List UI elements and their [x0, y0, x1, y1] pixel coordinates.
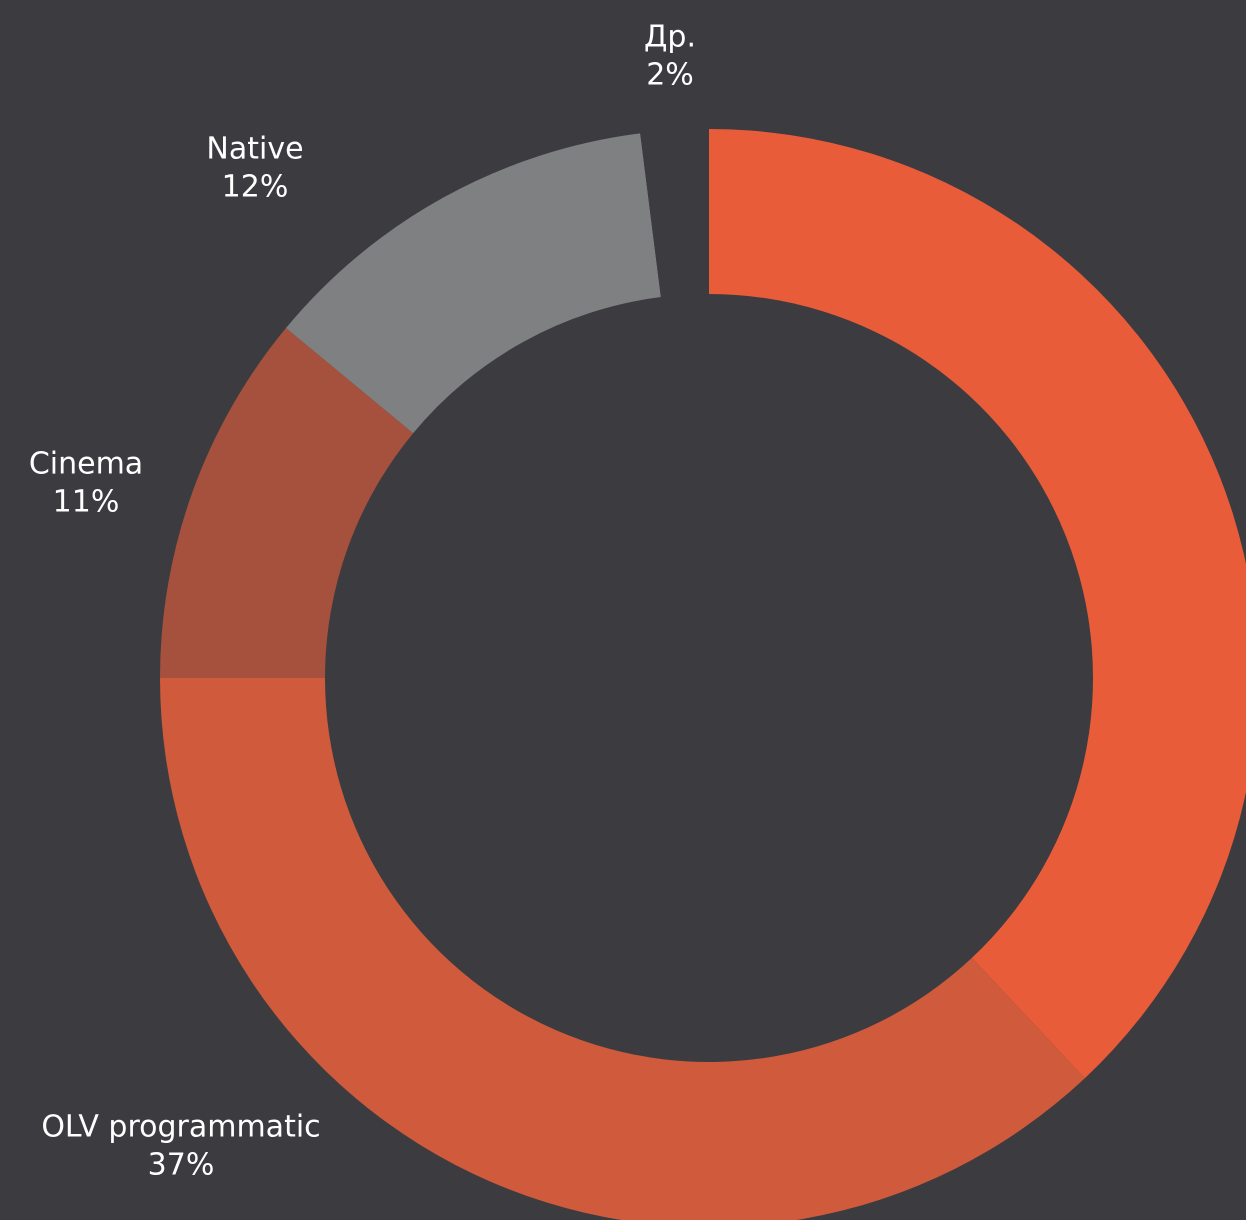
segment-label: OLV programmatic [41, 1110, 320, 1145]
segment-value: 2% [646, 58, 694, 93]
segment-label: Native [206, 132, 303, 167]
segment-value: 37% [148, 1148, 215, 1183]
segment-label: Др. [644, 20, 696, 55]
donut-segment [709, 129, 1246, 1079]
donut-segment [160, 328, 414, 678]
segment-value: 12% [222, 170, 289, 205]
donut-segment [640, 129, 709, 298]
donut-segment [285, 133, 661, 434]
donut-segment [160, 678, 1085, 1220]
segment-label: Cinema [29, 447, 143, 482]
segment-value: 11% [53, 485, 120, 520]
